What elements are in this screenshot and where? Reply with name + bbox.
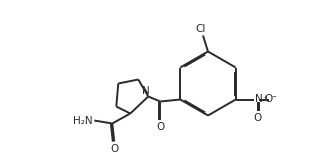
Text: Cl: Cl <box>196 24 206 33</box>
Text: $^+$: $^+$ <box>261 94 269 103</box>
Text: H₂N: H₂N <box>73 116 92 125</box>
Text: $^-$: $^-$ <box>270 92 277 101</box>
Text: N: N <box>143 86 150 95</box>
Text: O: O <box>110 144 118 154</box>
Text: O: O <box>264 94 272 103</box>
Text: N: N <box>255 94 262 103</box>
Text: O: O <box>254 113 262 122</box>
Text: O: O <box>156 122 164 133</box>
